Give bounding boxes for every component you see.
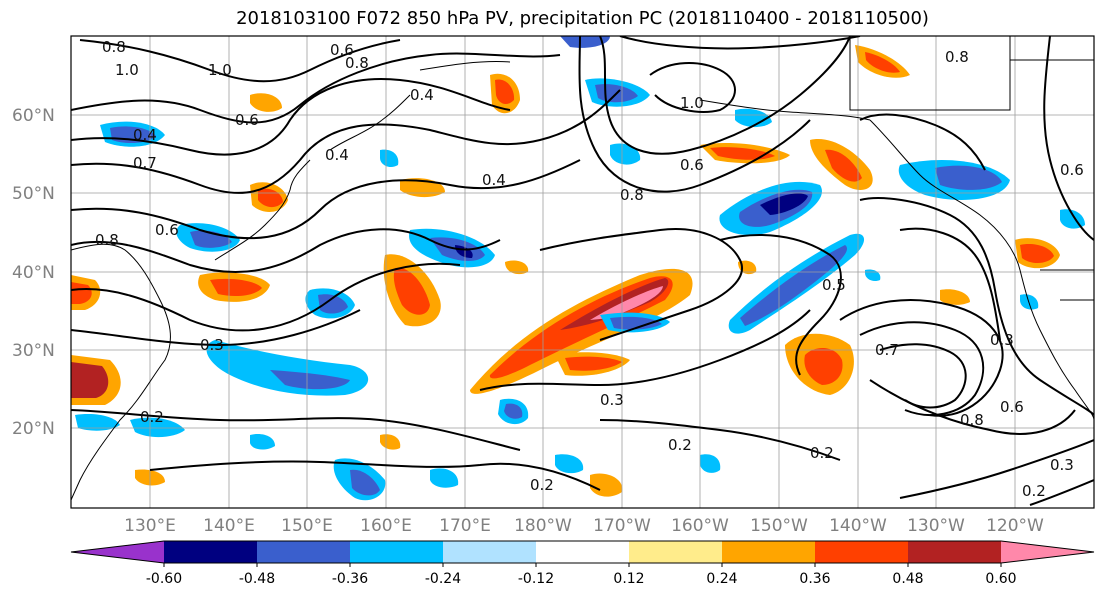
plot-frame (70, 35, 1095, 509)
lon-label: 160°W (671, 516, 729, 536)
lon-label: 130°W (907, 516, 965, 536)
map-plot (71, 36, 1094, 508)
contour-label: 0.8 (345, 54, 369, 72)
colorbar-tick-label: 0.60 (985, 571, 1016, 587)
contour-label: 0.6 (680, 156, 704, 174)
lon-label: 140°E (203, 516, 255, 536)
colorbar-swatch (164, 541, 258, 563)
colorbar-swatch (257, 541, 351, 563)
contour-label: 0.8 (102, 38, 126, 56)
lon-label: 180°W (514, 516, 572, 536)
colorbar-extend-low (71, 541, 164, 563)
contour-label: 0.8 (960, 411, 984, 429)
colorbar-swatch (443, 541, 537, 563)
contour-label: 0.8 (95, 231, 119, 249)
contour-label: 0.4 (410, 86, 434, 104)
lat-label: 20°N (12, 419, 55, 439)
contour-label: 0.5 (822, 276, 846, 294)
lat-label: 40°N (12, 263, 55, 283)
colorbar-tick-label: 0.36 (799, 571, 830, 587)
colorbar-swatch (629, 541, 723, 563)
lon-label: 170°E (439, 516, 491, 536)
contour-label: 0.2 (1022, 482, 1046, 500)
contour-label: 0.4 (482, 171, 506, 189)
lon-label: 170°W (593, 516, 651, 536)
contour-label: 0.8 (945, 48, 969, 66)
contour-label: 0.3 (200, 336, 224, 354)
colorbar-swatch (536, 541, 630, 563)
colorbar-tick-label: -0.48 (239, 571, 275, 587)
latitude-labels: 60°N 50°N 40°N 30°N 20°N (12, 106, 55, 439)
contour-label: 0.4 (325, 146, 349, 164)
lat-label: 50°N (12, 184, 55, 204)
colorbar-swatch (815, 541, 909, 563)
precip-shading (71, 36, 1085, 501)
contour-label-layer: 0.8 1.0 0.6 0.8 1.0 0.4 0.7 0.6 0.4 0.8 … (95, 38, 1084, 500)
colorbar-tick-label: 0.48 (892, 571, 923, 587)
colorbar-tick-label: -0.36 (332, 571, 368, 587)
contour-label: 0.6 (1000, 398, 1024, 416)
contour-label: 0.7 (875, 341, 899, 359)
contour-label: 0.3 (990, 331, 1014, 349)
lat-label: 30°N (12, 341, 55, 361)
contour-label: 1.0 (680, 94, 704, 112)
contour-label: 1.0 (208, 61, 232, 79)
colorbar-swatch (908, 541, 1002, 563)
colorbar-extend-high (1001, 541, 1094, 563)
colorbar: -0.60 -0.48 -0.36 -0.24 -0.12 0.12 0.24 0.36 0.4… (70, 540, 1095, 587)
lon-label: 130°E (124, 516, 176, 536)
map-title: 2018103100 F072 850 hPa PV, precipitatio… (236, 8, 929, 29)
contour-label: 0.2 (668, 436, 692, 454)
lat-label: 60°N (12, 106, 55, 126)
pv-contours (71, 36, 1094, 506)
coastlines (71, 36, 1094, 501)
lon-label: 120°W (986, 516, 1044, 536)
colorbar-tick-label: 0.24 (706, 571, 737, 587)
contour-label: 0.8 (620, 186, 644, 204)
lon-label: 150°E (281, 516, 333, 536)
colorbar-tick-label: -0.12 (518, 571, 554, 587)
lon-label: 140°W (829, 516, 887, 536)
colorbar-tick-label: 0.12 (613, 571, 644, 587)
colorbar-tick-label: -0.60 (146, 571, 182, 587)
contour-label: 0.2 (530, 476, 554, 494)
contour-label: 0.3 (600, 391, 624, 409)
contour-label: 0.6 (155, 221, 179, 239)
lon-label: 160°E (360, 516, 412, 536)
contour-label: 0.6 (1060, 161, 1084, 179)
longitude-labels: 130°E 140°E 150°E 160°E 170°E 180°W 170°… (124, 516, 1044, 536)
colorbar-tick-label: -0.24 (425, 571, 461, 587)
contour-label: 0.4 (133, 126, 157, 144)
contour-label: 0.6 (330, 41, 354, 59)
contour-label: 0.7 (133, 154, 157, 172)
colorbar-swatch (722, 541, 816, 563)
contour-label: 0.2 (810, 444, 834, 462)
colorbar-swatch (350, 541, 444, 563)
contour-label: 0.3 (1050, 456, 1074, 474)
lon-label: 150°W (750, 516, 808, 536)
contour-label: 0.2 (140, 408, 164, 426)
contour-label: 1.0 (115, 61, 139, 79)
contour-label: 0.6 (235, 111, 259, 129)
